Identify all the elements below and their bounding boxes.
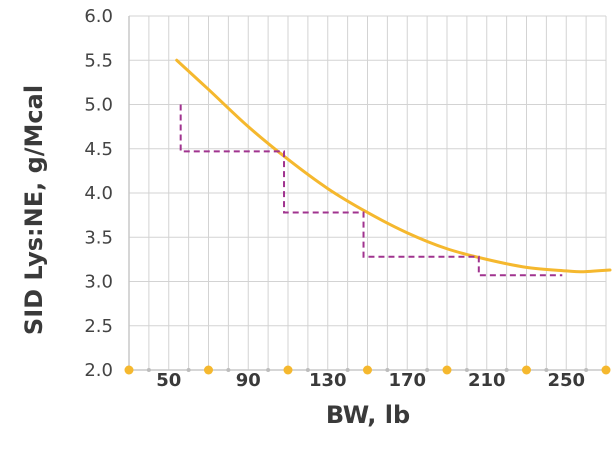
x-axis-minor-dot xyxy=(226,368,230,372)
y-tick-label: 3.0 xyxy=(84,272,113,293)
series-line-step xyxy=(181,105,563,276)
y-tick-label: 4.0 xyxy=(84,183,113,204)
series-line-curve xyxy=(177,60,610,272)
x-axis-marker xyxy=(363,366,372,375)
y-tick-label: 5.0 xyxy=(84,95,113,116)
y-tick-label: 6.0 xyxy=(84,6,113,27)
x-axis-marker xyxy=(602,366,611,375)
x-tick-label: 130 xyxy=(309,370,347,391)
x-axis-marker xyxy=(284,366,293,375)
grid-lines xyxy=(129,16,606,370)
y-tick-label: 2.5 xyxy=(84,316,113,337)
y-tick-label: 2.0 xyxy=(84,360,113,381)
x-tick-label: 90 xyxy=(236,370,261,391)
x-tick-label: 170 xyxy=(388,370,426,391)
x-tick-label: 50 xyxy=(156,370,181,391)
x-tick-label: 210 xyxy=(468,370,506,391)
x-axis-minor-dot xyxy=(187,368,191,372)
y-tick-label: 3.5 xyxy=(84,227,113,248)
y-tick-label: 5.5 xyxy=(84,50,113,71)
x-axis-marker xyxy=(204,366,213,375)
x-axis-marker xyxy=(443,366,452,375)
x-axis-minor-dot xyxy=(266,368,270,372)
x-axis-marker xyxy=(522,366,531,375)
x-axis-minor-dot xyxy=(147,368,151,372)
x-tick-label: 250 xyxy=(547,370,585,391)
tick-labels: 2.0 2.5 3.0 3.5 4.0 4.5 5.0 5.5 6.0 50 90 130 170 210… xyxy=(84,6,585,391)
series-layer xyxy=(177,60,610,275)
x-axis-title: BW, lb xyxy=(326,401,410,429)
y-axis-title: SID Lys:NE, g/Mcal xyxy=(20,85,48,335)
x-axis-marker xyxy=(125,366,134,375)
y-tick-label: 4.5 xyxy=(84,139,113,160)
